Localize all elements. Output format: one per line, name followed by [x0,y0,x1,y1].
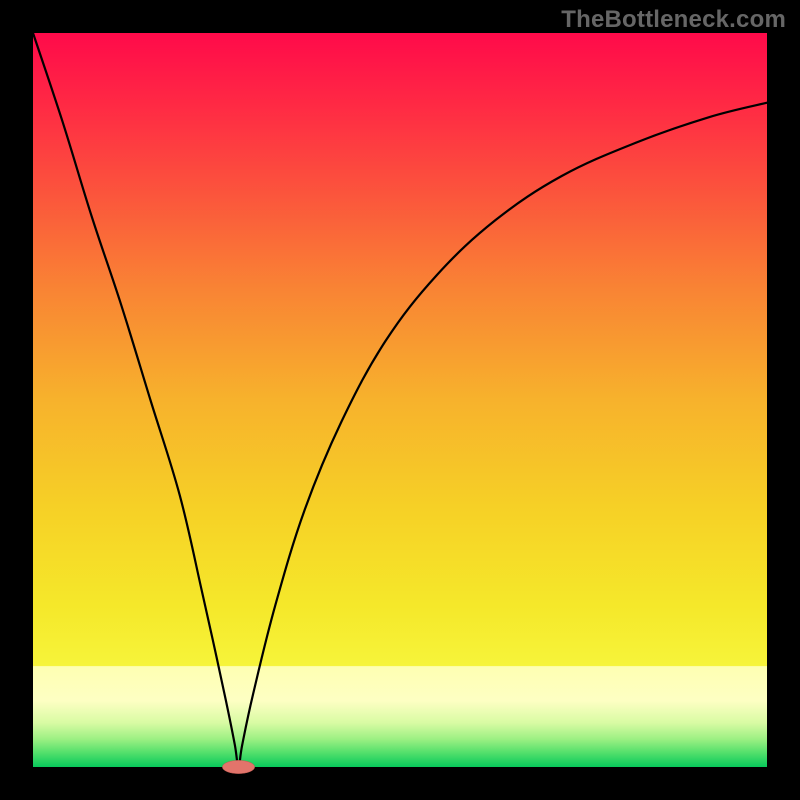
bottleneck-marker [222,760,254,773]
plot-background [33,33,767,767]
chart-stage: TheBottleneck.com [0,0,800,800]
watermark-text: TheBottleneck.com [561,6,786,34]
bottleneck-chart [0,0,800,800]
